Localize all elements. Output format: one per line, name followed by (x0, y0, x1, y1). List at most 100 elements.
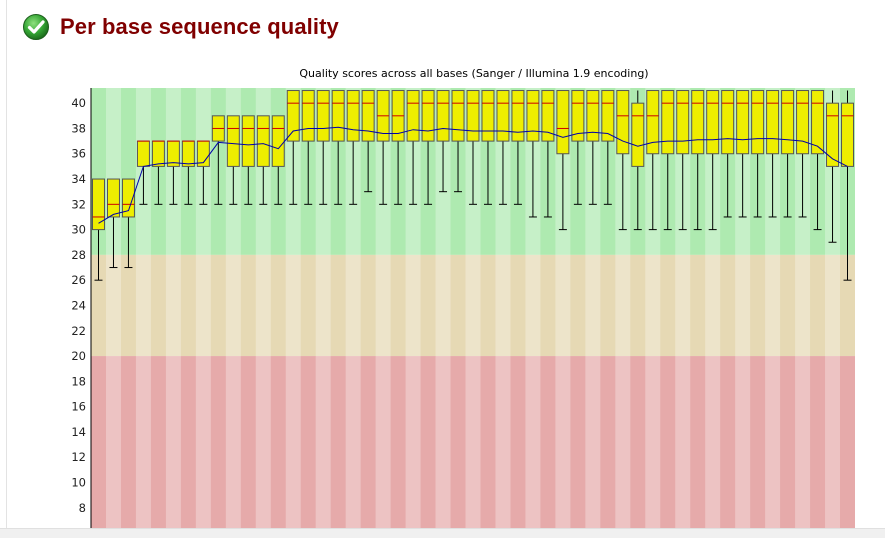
stripe (585, 88, 601, 528)
iqr-box (346, 90, 360, 142)
mean-line (98, 126, 848, 224)
stripe (795, 88, 811, 528)
box-position-15 (301, 90, 315, 205)
iqr-box (301, 90, 315, 142)
iqr-box (406, 90, 420, 142)
stripe (825, 88, 841, 528)
stripe (735, 88, 751, 528)
iqr-box (481, 90, 495, 142)
iqr-box (361, 90, 375, 142)
box-position-38 (646, 90, 660, 231)
stripe (105, 88, 121, 528)
y-tick-label: 10 (71, 475, 86, 489)
iqr-box (616, 90, 630, 155)
stripe (225, 88, 241, 528)
box-position-43 (721, 90, 735, 218)
iqr-box (811, 90, 825, 155)
box-position-7 (181, 140, 195, 205)
zone-fail (91, 356, 855, 528)
y-tick-label: 24 (71, 298, 86, 312)
box-position-47 (781, 90, 795, 218)
box-position-9 (211, 115, 225, 205)
box-position-41 (691, 90, 705, 231)
box-position-11 (241, 115, 255, 205)
iqr-box (706, 90, 720, 155)
box-position-50 (826, 90, 840, 243)
box-position-6 (166, 140, 180, 205)
iqr-box (586, 90, 600, 142)
iqr-box (496, 90, 510, 142)
iqr-box (436, 90, 450, 142)
stripe (495, 88, 511, 528)
y-tick-label: 30 (71, 223, 86, 237)
stripe (705, 88, 721, 528)
stripe (345, 88, 361, 528)
box-position-10 (226, 115, 240, 205)
iqr-box (781, 90, 795, 155)
chart-title: Quality scores across all bases (Sanger … (299, 67, 648, 80)
y-tick-label: 18 (71, 374, 86, 388)
y-tick-label: 14 (71, 425, 86, 439)
iqr-box (796, 90, 810, 155)
box-position-44 (736, 90, 750, 218)
pass-check-icon (23, 14, 49, 40)
stripe (255, 88, 271, 528)
iqr-box (571, 90, 585, 142)
iqr-box (256, 115, 270, 167)
iqr-box (121, 178, 135, 218)
y-tick-label: 36 (71, 147, 86, 161)
stripe (165, 88, 181, 528)
box-position-48 (796, 90, 810, 218)
iqr-box (331, 90, 345, 142)
y-tick-label: 34 (71, 172, 86, 186)
box-position-30 (526, 90, 540, 218)
box-position-39 (661, 90, 675, 231)
box-position-26 (466, 90, 480, 205)
left-border (6, 0, 7, 537)
page-title: Per base sequence quality (60, 14, 339, 39)
stripe (765, 88, 781, 528)
iqr-box (601, 90, 615, 142)
box-position-16 (316, 90, 330, 205)
stripe (315, 88, 331, 528)
iqr-box (526, 90, 540, 142)
box-position-3 (121, 178, 135, 269)
box-position-27 (481, 90, 495, 205)
axes: 8 10 12 14 16 18 20 22 24 26 28 30 32 34 36 38 40 (71, 88, 92, 528)
stripe (285, 88, 301, 528)
y-tick-label: 28 (71, 248, 86, 262)
iqr-box (661, 90, 675, 155)
iqr-box (451, 90, 465, 142)
box-position-49 (811, 90, 825, 231)
iqr-box (421, 90, 435, 142)
bottom-strip (0, 528, 885, 538)
iqr-box (271, 115, 285, 167)
box-position-18 (346, 90, 360, 205)
iqr-box (92, 178, 105, 231)
box-position-40 (676, 90, 690, 231)
iqr-box (106, 178, 120, 218)
box-position-46 (766, 90, 780, 218)
box-position-25 (451, 90, 465, 193)
stripe (675, 88, 691, 528)
box-position-2 (106, 178, 120, 269)
box-position-35 (601, 90, 615, 205)
iqr-box (631, 102, 645, 167)
box-position-51 (841, 90, 854, 281)
mean-line-group (98, 126, 848, 224)
iqr-box (151, 140, 165, 167)
box-position-19 (361, 90, 375, 193)
y-tick-label: 32 (71, 197, 86, 211)
y-tick-label: 8 (79, 501, 86, 515)
box-position-17 (331, 90, 345, 205)
box-position-22 (406, 90, 420, 205)
y-tick-label: 26 (71, 273, 86, 287)
iqr-box (541, 90, 555, 142)
y-tick-label: 12 (71, 450, 86, 464)
y-tick-label: 16 (71, 400, 86, 414)
stripe (375, 88, 391, 528)
y-tick-label: 40 (71, 96, 86, 110)
iqr-box (646, 90, 660, 155)
position-stripes (105, 88, 841, 528)
box-position-45 (751, 90, 765, 218)
